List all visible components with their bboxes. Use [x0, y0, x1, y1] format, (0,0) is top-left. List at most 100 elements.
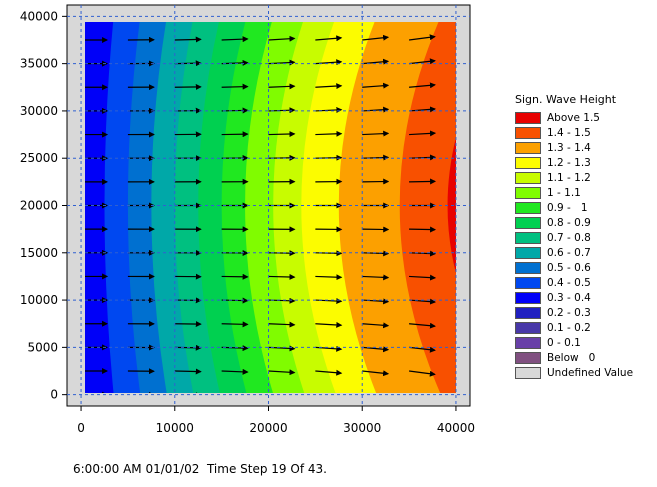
legend-entry: 0.2 - 0.3: [515, 305, 633, 320]
wave-direction-arrow: [409, 298, 437, 305]
wave-direction-arrow: [362, 130, 390, 137]
legend-swatch: [515, 111, 541, 124]
wave-direction-arrow: [362, 34, 390, 41]
wave-direction-arrow: [409, 82, 436, 89]
y-tick-label: 0: [50, 388, 58, 402]
legend-swatch: [515, 261, 541, 274]
time-step-status: 6:00:00 AM 01/01/02 Time Step 19 Of 43.: [73, 462, 327, 476]
y-tick-label: 15000: [20, 246, 58, 260]
wave-direction-arrow: [221, 321, 249, 328]
legend-swatch: [515, 246, 541, 259]
legend-label: 0.8 - 0.9: [547, 216, 591, 229]
legend-swatch: [515, 276, 541, 289]
grid-lines: [67, 5, 470, 406]
wave-direction-arrow: [221, 368, 249, 375]
legend-entries: Above 1.5 1.4 - 1.5 1.3 - 1.4 1.2 - 1.3 1.1 …: [515, 110, 633, 380]
legend-label: 0.1 - 0.2: [547, 321, 591, 334]
y-tick-label: 20000: [20, 199, 58, 213]
wave-direction-arrow: [268, 35, 296, 42]
legend-label: 0.3 - 0.4: [547, 291, 591, 304]
legend-entry: 0.4 - 0.5: [515, 275, 633, 290]
wave-direction-arrow: [315, 369, 343, 376]
wave-direction-arrow: [174, 36, 202, 43]
wave-direction-arrow: [221, 36, 249, 43]
y-tick-label: 25000: [20, 151, 58, 165]
legend-swatch: [515, 306, 541, 319]
x-tick-label: 30000: [343, 421, 381, 435]
legend-entry: Undefined Value: [515, 365, 633, 380]
legend-swatch: [515, 156, 541, 169]
wave-direction-arrow: [409, 346, 436, 353]
legend: Sign. Wave Height Above 1.5 1.4 - 1.5 1.3 …: [515, 93, 633, 380]
wave-direction-arrow: [362, 58, 390, 65]
legend-label: 0.5 - 0.6: [547, 261, 591, 274]
legend-label: 1.2 - 1.3: [547, 156, 591, 169]
legend-entry: 0.1 - 0.2: [515, 320, 633, 335]
legend-swatch: [515, 321, 541, 334]
wave-direction-arrow: [362, 346, 390, 353]
wave-direction-arrow: [362, 322, 390, 329]
wave-direction-arrow: [362, 82, 390, 89]
wave-direction-arrow: [221, 83, 249, 90]
wave-direction-arrow: [315, 83, 343, 90]
legend-swatch: [515, 186, 541, 199]
y-tick-label: 10000: [20, 293, 58, 307]
y-tick-label: 30000: [20, 104, 58, 118]
legend-entry: 0.5 - 0.6: [515, 260, 633, 275]
legend-entry: 0.3 - 0.4: [515, 290, 633, 305]
wave-direction-arrow: [362, 274, 390, 281]
legend-entry: 1 - 1.1: [515, 185, 633, 200]
axis-ticks: 0 10000 20000 30000 40000 0 5000 10000 15000 2000…: [20, 9, 475, 435]
legend-label: 1 - 1.1: [547, 186, 581, 199]
legend-entry: Above 1.5: [515, 110, 633, 125]
y-tick-label: 5000: [27, 340, 58, 354]
legend-label: 0.6 - 0.7: [547, 246, 591, 259]
wave-direction-arrow: [315, 130, 343, 137]
wave-direction-arrow: [268, 369, 296, 376]
legend-swatch: [515, 351, 541, 364]
legend-swatch: [515, 231, 541, 244]
wave-direction-arrow: [409, 58, 436, 65]
wave-direction-arrow: [315, 274, 343, 281]
wave-direction-arrow: [409, 106, 437, 113]
legend-entry: 0.8 - 0.9: [515, 215, 633, 230]
wave-direction-arrow: [362, 106, 390, 113]
legend-label: 1.3 - 1.4: [547, 141, 591, 154]
x-tick-label: 20000: [249, 421, 287, 435]
x-tick-label: 10000: [156, 421, 194, 435]
wave-height-contour-plot: 0 10000 20000 30000 40000 0 5000 10000 15000 2000…: [20, 4, 475, 435]
legend-entry: 1.4 - 1.5: [515, 125, 633, 140]
y-tick-label: 40000: [20, 9, 58, 23]
legend-label: 1.1 - 1.2: [547, 171, 591, 184]
wave-direction-arrow: [268, 273, 296, 280]
legend-swatch: [515, 171, 541, 184]
legend-entry: 0 - 0.1: [515, 335, 633, 350]
wave-direction-arrow: [409, 34, 436, 41]
legend-label: Above 1.5: [547, 111, 600, 124]
legend-entry: 1.3 - 1.4: [515, 140, 633, 155]
legend-entry: 0.6 - 0.7: [515, 245, 633, 260]
wave-direction-arrow: [362, 298, 390, 305]
wave-direction-arrow: [362, 370, 390, 377]
legend-label: 0.9 - 1: [547, 201, 588, 214]
legend-swatch: [515, 291, 541, 304]
legend-entry: 0.7 - 0.8: [515, 230, 633, 245]
legend-label: 0.4 - 0.5: [547, 276, 591, 289]
legend-swatch: [515, 216, 541, 229]
legend-label: Below 0: [547, 351, 596, 364]
legend-swatch: [515, 126, 541, 139]
wave-direction-arrow: [268, 83, 296, 90]
wave-direction-arrow: [409, 370, 436, 377]
wave-direction-arrow: [315, 321, 343, 328]
wave-direction-arrow: [315, 35, 343, 42]
legend-swatch: [515, 366, 541, 379]
legend-entry: Below 0: [515, 350, 633, 365]
wave-direction-arrow: [174, 368, 202, 375]
legend-entry: 1.2 - 1.3: [515, 155, 633, 170]
wave-direction-arrow: [409, 322, 436, 329]
wave-direction-arrow: [409, 130, 437, 137]
legend-swatch: [515, 201, 541, 214]
wave-direction-arrow: [268, 131, 296, 138]
legend-entry: 0.9 - 1: [515, 200, 633, 215]
legend-label: 1.4 - 1.5: [547, 126, 591, 139]
